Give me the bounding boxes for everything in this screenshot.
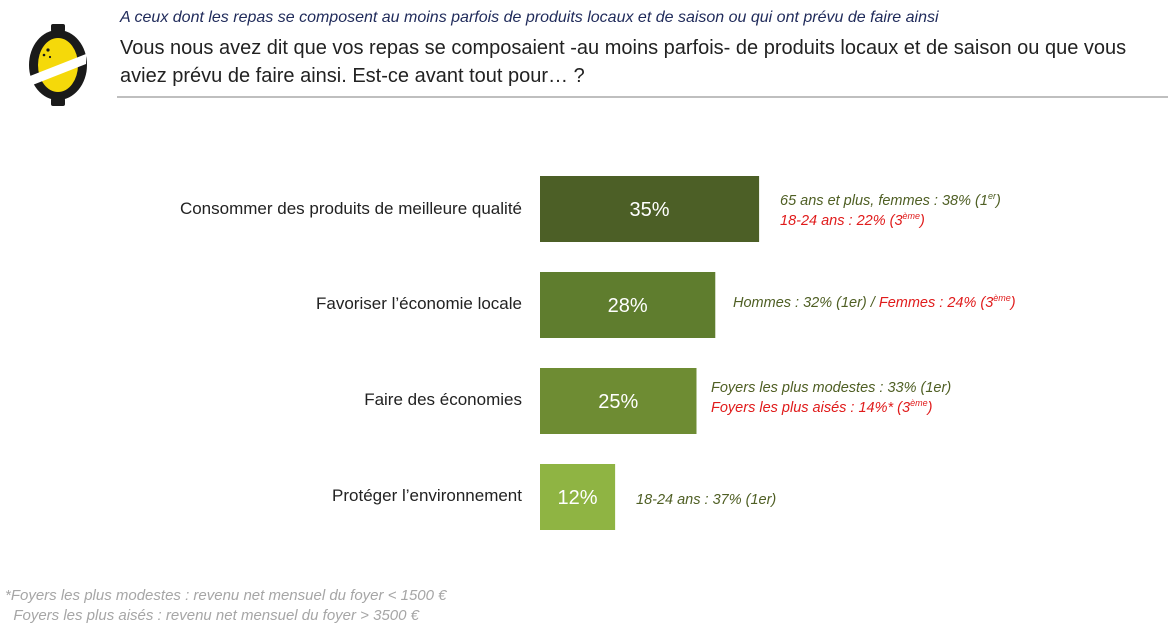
footnote: *Foyers les plus modestes : revenu net m… [5,586,447,626]
note-local-economy: Hommes : 32% (1er) / Femmes : 24% (3ème) [733,293,1016,311]
bar-2 [540,272,716,338]
bar-3 [540,368,697,434]
footnote-line-2: Foyers les plus aisés : revenu net mensu… [5,607,419,624]
bar-value-label-2: 28% [608,295,648,317]
bar-value-label-1: 35% [630,199,670,221]
note-environment: 18-24 ans : 37% (1er) [636,492,777,508]
note-quality: 65 ans et plus, femmes : 38% (1er) 18-24… [780,191,1001,229]
bar-value-label-4: 12% [558,487,598,509]
note-savings: Foyers les plus modestes : 33% (1er) Foy… [711,380,952,416]
survey-subtitle: A ceux dont les repas se composent au mo… [120,9,939,26]
category-label-4: Protéger l’environnement [332,486,522,505]
header-divider [117,96,1168,98]
bar-value-label-3: 25% [598,391,638,413]
footnote-line-1: *Foyers les plus modestes : revenu net m… [5,587,447,604]
bar-4 [540,464,616,530]
category-label-3: Faire des économies [364,390,522,409]
category-label-2: Favoriser l’économie locale [316,294,522,313]
lemon-logo-icon [29,24,87,106]
category-label-1: Consommer des produits de meilleure qual… [179,199,522,218]
bar-1 [540,176,760,242]
survey-question: Vous nous avez dit que vos repas se comp… [120,37,1127,87]
